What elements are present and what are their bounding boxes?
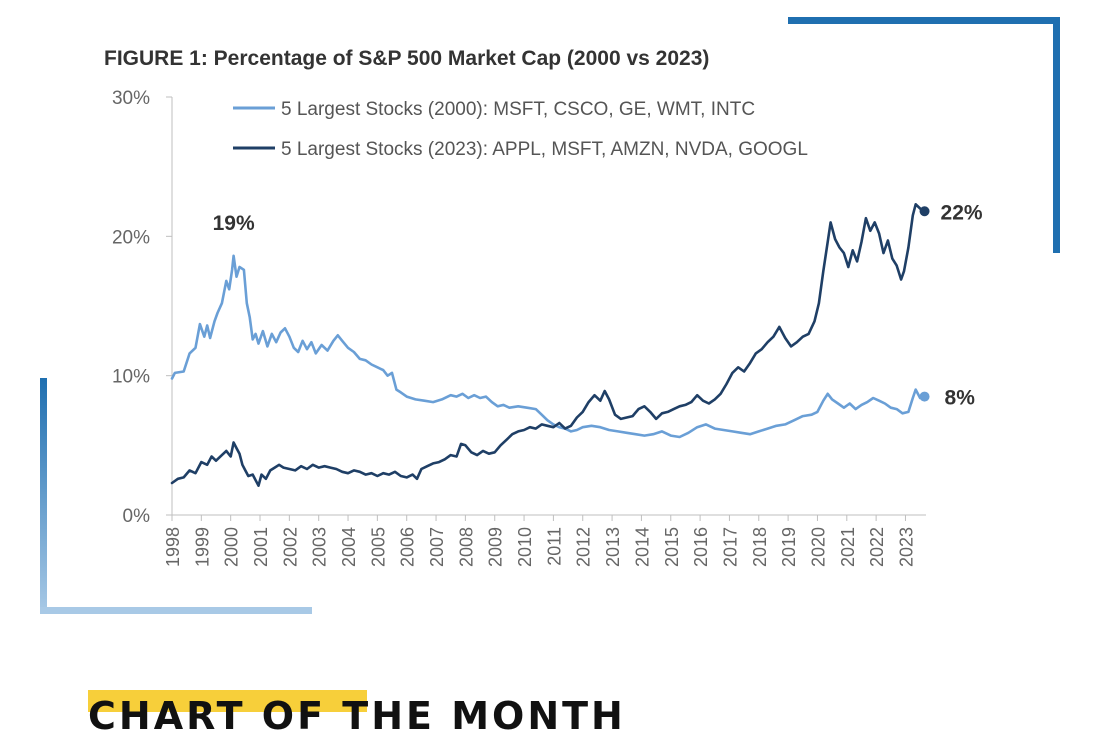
end-label-2023: 22% — [941, 201, 983, 224]
legend-label-2000: 5 Largest Stocks (2000): MSFT, CSCO, GE,… — [281, 99, 755, 120]
x-tick-label: 2005 — [368, 527, 388, 567]
x-tick-label: 2004 — [339, 527, 359, 567]
chart-title: FIGURE 1: Percentage of S&P 500 Market C… — [104, 47, 709, 70]
series-line-2023 — [170, 203, 926, 487]
legend: 5 Largest Stocks (2000): MSFT, CSCO, GE,… — [233, 99, 808, 160]
x-tick-label: 2015 — [662, 527, 682, 567]
x-axis: 1998 1999 2000 2001 2002 2003 2004 2005 2006 2007… — [163, 514, 926, 567]
x-tick-label: 2002 — [280, 527, 300, 567]
x-tick-label: 2003 — [310, 527, 330, 567]
x-tick-label: 1999 — [192, 527, 212, 567]
x-tick-label: 2007 — [427, 527, 447, 567]
x-tick-label: 2006 — [398, 527, 418, 567]
x-tick-label: 2022 — [867, 527, 887, 567]
series-layer — [170, 203, 930, 487]
peak-label-2000: 19% — [213, 212, 255, 235]
y-tick-label: 20% — [112, 227, 150, 248]
annotations: 19% 8% 22% — [213, 201, 983, 409]
x-tick-label: 2012 — [574, 527, 594, 567]
x-tick-label: 2011 — [544, 527, 564, 566]
x-tick-label: 2018 — [750, 527, 770, 567]
x-tick-label: 2019 — [779, 527, 799, 567]
y-axis: 0% 10% 20% 30% — [112, 88, 173, 527]
series-line-2000 — [170, 254, 926, 439]
x-tick-label: 2008 — [456, 527, 476, 567]
top-right-frame — [788, 17, 1060, 253]
x-tick-label: 2020 — [808, 527, 828, 567]
y-tick-label: 30% — [112, 88, 150, 109]
y-tick-label: 0% — [123, 506, 151, 527]
x-tick-label: 2009 — [486, 527, 506, 567]
x-tick-label: 2001 — [251, 527, 271, 567]
bottom-left-frame — [40, 378, 312, 614]
x-tick-label: 2016 — [691, 527, 711, 567]
end-label-2000: 8% — [945, 387, 976, 410]
x-tick-label: 2021 — [838, 527, 858, 567]
footer-highlight — [88, 690, 367, 712]
x-tick-label: 2023 — [896, 527, 916, 567]
x-tick-label: 2000 — [222, 527, 242, 567]
x-tick-label: 2010 — [515, 527, 535, 567]
x-tick-label: 2014 — [632, 527, 652, 567]
legend-label-2023: 5 Largest Stocks (2023): APPL, MSFT, AMZ… — [281, 139, 808, 160]
x-tick-label: 2017 — [720, 527, 740, 567]
x-tick-label: 2013 — [603, 527, 623, 567]
footer-section: CHART OF THE MONTH — [88, 690, 626, 742]
chart-of-the-month-heading: CHART OF THE MONTH — [88, 694, 626, 738]
y-tick-label: 10% — [112, 367, 150, 388]
series-end-marker-2000 — [919, 391, 930, 402]
series-end-marker-2023 — [919, 206, 930, 217]
x-tick-label: 1998 — [163, 527, 183, 567]
